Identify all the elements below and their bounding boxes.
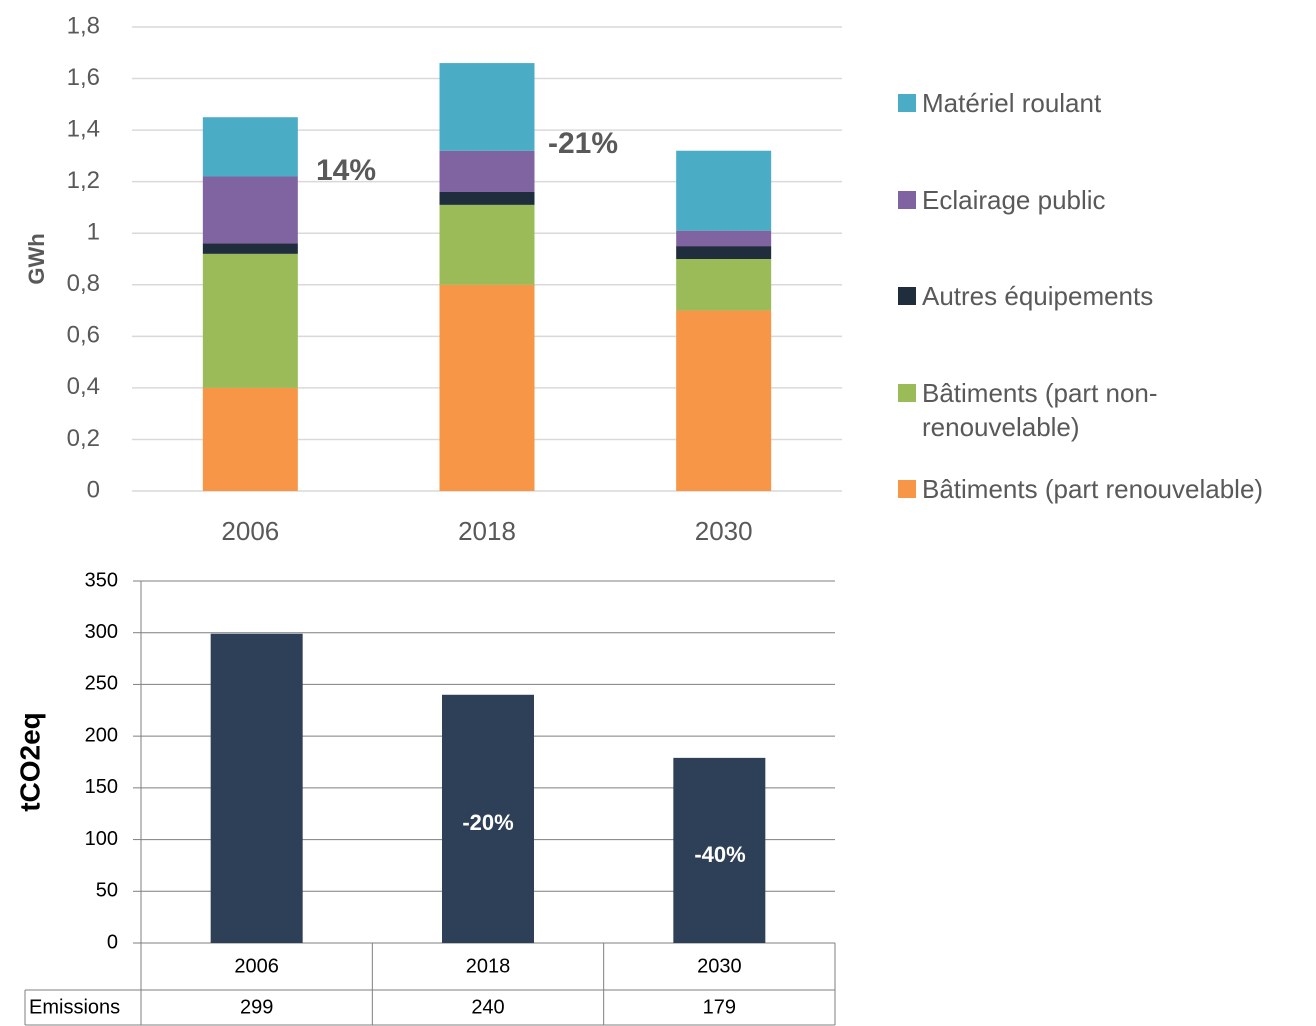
legend-label: Bâtiments (part renouvelable) [922,474,1264,504]
bar-segment [676,310,772,491]
legend-swatch [898,480,916,498]
x-tick-label: 2006 [234,955,279,977]
table-row-label: Emissions [29,996,120,1018]
bar-segment [439,63,535,151]
bar-segment [439,204,535,285]
bar-segment [202,387,298,491]
bar [210,633,303,943]
y-tick-label: 0,8 [67,270,100,297]
x-tick-label: 2018 [458,516,516,546]
y-tick-label: 300 [85,621,118,643]
bar [442,694,534,943]
bar-segment [202,253,298,388]
legend-label: Autres équipements [922,281,1154,311]
y-tick-label: 1,8 [67,12,100,39]
bar-segment [676,246,772,259]
bar-segment [439,284,535,491]
table-value: 240 [471,996,504,1018]
table-value: 299 [240,996,273,1018]
bar-segment [202,117,298,177]
y-tick-label: 150 [85,776,118,798]
y-tick-label: 1,6 [67,64,100,91]
legend-swatch [898,190,916,209]
y-tick-label: 0,6 [67,322,100,349]
y-tick-label: 250 [85,673,118,695]
annotation: -40% [694,842,745,867]
bar-segment [676,259,772,311]
annotation: 14% [316,154,376,187]
y-tick-label: 50 [96,880,118,902]
y-tick-label: 1,4 [67,115,100,142]
bar-segment [439,191,535,205]
y-tick-label: 1 [87,219,100,246]
table-value: 179 [703,996,736,1018]
bar-segment [202,176,298,244]
bar-segment [676,150,772,231]
x-tick-label: 2030 [695,516,753,546]
y-tick-label: 350 [85,569,118,591]
legend-label: Bâtiments (part non-renouvelable) [922,377,1158,442]
y-axis-label: GWh [24,233,49,284]
legend-swatch [898,383,916,402]
x-tick-label: 2018 [466,955,511,977]
y-tick-label: 200 [85,724,118,746]
bar-segment [202,243,298,254]
bar [673,757,766,943]
annotation: -21% [548,127,618,160]
legend-label: Eclairage public [922,184,1106,215]
legend-swatch [898,287,916,305]
y-tick-label: 0 [87,476,100,503]
annotation: -20% [462,810,513,835]
bar-segment [439,150,535,192]
y-tick-label: 100 [85,828,118,850]
legend-swatch [898,94,916,112]
y-tick-label: 0,4 [67,373,100,400]
y-tick-label: 0,2 [67,425,100,452]
legend-label: Matériel roulant [922,88,1102,118]
bar-segment [676,230,772,247]
x-tick-label: 2006 [221,516,279,546]
y-tick-label: 1,2 [67,167,100,194]
y-axis-label: tCO2eq [14,712,45,812]
y-tick-label: 0 [107,931,118,953]
x-tick-label: 2030 [697,955,742,977]
